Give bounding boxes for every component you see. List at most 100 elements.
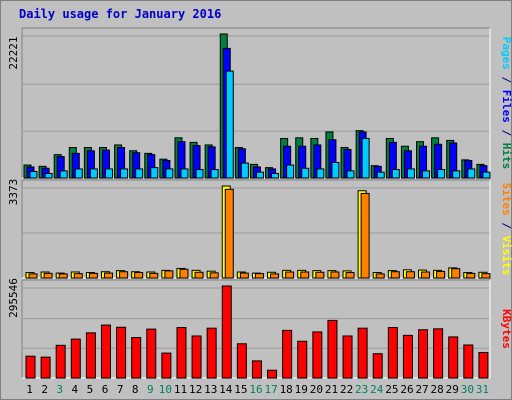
bar-sites-day-19: [300, 271, 310, 279]
x-tick-label-day-28: 28: [431, 383, 444, 396]
bar-pages-day-16: [255, 171, 264, 179]
bar-kbytes-day-14: [221, 285, 232, 379]
bar-sites-day-22: [345, 272, 355, 279]
x-tick-label-day-24: 24: [370, 383, 384, 396]
x-tick-label-day-3: 3: [56, 383, 63, 396]
x-tick-label-day-22: 22: [340, 383, 353, 396]
bar-sites-day-31: [481, 273, 491, 279]
bar-sites-day-4: [73, 273, 83, 279]
bar-kbytes-day-28: [433, 328, 444, 379]
legend-part: Visits: [500, 236, 512, 276]
x-tick-label-day-7: 7: [117, 383, 124, 396]
x-tick-label-day-14: 14: [219, 383, 233, 396]
bar-sites-day-2: [43, 272, 53, 279]
bar-sites-day-16: [254, 273, 264, 279]
bar-sites-day-29: [451, 268, 461, 279]
bar-kbytes-day-27: [418, 329, 429, 379]
x-tick-label-day-10: 10: [159, 383, 172, 396]
bar-pages-day-21: [331, 161, 340, 179]
x-tick-label-day-5: 5: [87, 383, 94, 396]
bar-kbytes-day-20: [312, 331, 323, 379]
x-tick-label-day-27: 27: [415, 383, 428, 396]
bar-pages-day-1: [29, 171, 38, 179]
bar-pages-day-8: [135, 168, 144, 179]
x-tick-label-day-31: 31: [476, 383, 489, 396]
bar-kbytes-day-24: [372, 353, 383, 379]
x-tick-label-day-11: 11: [174, 383, 187, 396]
bar-sites-day-7: [119, 271, 129, 279]
legend-part: /: [500, 70, 512, 90]
x-tick-label-day-15: 15: [234, 383, 247, 396]
bar-kbytes-day-19: [297, 340, 308, 379]
legend-part: Sites: [500, 183, 512, 216]
x-tick-label-day-21: 21: [325, 383, 338, 396]
legend-part: Files: [500, 90, 512, 123]
bar-kbytes-day-12: [191, 335, 202, 379]
bar-sites-day-14: [224, 188, 234, 279]
bar-kbytes-day-13: [206, 327, 217, 379]
bar-sites-day-26: [405, 271, 415, 279]
bar-kbytes-day-2: [40, 356, 51, 379]
bar-pages-day-28: [437, 169, 446, 179]
bar-pages-day-29: [452, 170, 461, 179]
x-tick-label-day-4: 4: [72, 383, 79, 396]
x-tick-label-day-20: 20: [310, 383, 323, 396]
x-tick-label-day-26: 26: [400, 383, 413, 396]
bar-sites-day-11: [179, 268, 189, 279]
bar-kbytes-day-7: [116, 326, 127, 379]
bar-kbytes-day-30: [463, 344, 474, 379]
x-tick-label-day-18: 18: [280, 383, 293, 396]
panel-2-area: [22, 180, 490, 278]
bar-pages-day-25: [391, 169, 400, 179]
bar-pages-day-4: [74, 168, 83, 179]
bar-kbytes-day-8: [131, 337, 142, 379]
bar-kbytes-day-22: [342, 335, 353, 379]
bar-pages-day-31: [482, 171, 491, 179]
bar-kbytes-day-3: [55, 344, 66, 379]
bar-pages-day-23: [361, 137, 370, 179]
bar-sites-day-28: [436, 270, 446, 279]
x-tick-label-day-17: 17: [264, 383, 277, 396]
x-tick-label-day-12: 12: [189, 383, 202, 396]
bar-pages-day-10: [165, 168, 174, 179]
bar-sites-day-18: [285, 271, 295, 279]
x-tick-label-day-29: 29: [446, 383, 459, 396]
legend-part: /: [500, 216, 512, 236]
bar-kbytes-day-15: [236, 343, 247, 379]
bar-sites-day-5: [88, 272, 98, 279]
bar-sites-day-3: [58, 273, 68, 279]
x-tick-label-day-13: 13: [204, 383, 217, 396]
bar-pages-day-27: [422, 170, 431, 179]
bar-sites-day-27: [421, 271, 431, 279]
bar-sites-day-23: [360, 192, 370, 279]
bar-sites-day-30: [466, 272, 476, 279]
bar-pages-day-11: [180, 168, 189, 179]
x-tick-label-day-6: 6: [102, 383, 109, 396]
x-tick-label-day-25: 25: [385, 383, 398, 396]
bar-kbytes-day-9: [146, 328, 157, 379]
bar-kbytes-day-21: [327, 319, 338, 379]
bar-pages-day-30: [467, 168, 476, 179]
bar-sites-day-25: [390, 271, 400, 279]
bar-sites-day-13: [209, 272, 219, 279]
bar-sites-day-8: [134, 272, 144, 279]
bar-pages-day-2: [44, 172, 53, 179]
panel-2-ymax-label: 3373: [7, 179, 20, 206]
bar-kbytes-day-23: [357, 327, 368, 379]
x-tick-label-day-16: 16: [249, 383, 262, 396]
x-tick-label-day-2: 2: [41, 383, 48, 396]
bar-kbytes-day-10: [161, 352, 172, 379]
bar-sites-day-12: [194, 271, 204, 279]
legend-part: Hits: [500, 143, 512, 170]
bar-pages-day-3: [59, 170, 68, 179]
bar-pages-day-26: [406, 168, 415, 179]
bar-sites-day-24: [375, 273, 385, 279]
bar-pages-day-9: [150, 167, 159, 179]
panel-1-ymax-label: 22221: [7, 36, 20, 69]
bar-pages-day-15: [240, 162, 249, 179]
bar-pages-day-24: [376, 171, 385, 179]
bar-sites-day-10: [164, 270, 174, 279]
legend-part: /: [500, 123, 512, 143]
panel-3-legend-label: KBytes: [500, 309, 512, 349]
